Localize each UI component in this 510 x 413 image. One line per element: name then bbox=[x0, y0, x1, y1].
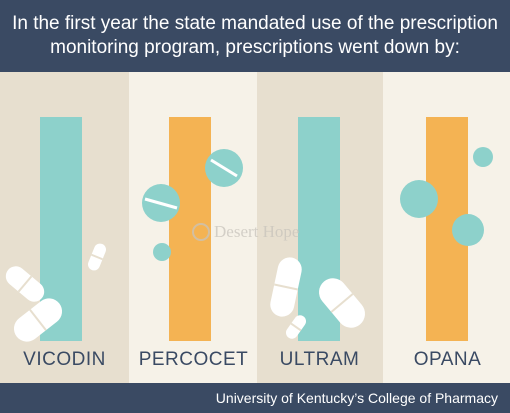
label-percocet: PERCOCET bbox=[138, 349, 249, 370]
chart-title: In the first year the state mandated use… bbox=[0, 0, 510, 72]
pill-capsule-icon bbox=[88, 243, 106, 271]
label-ultram: ULTRAM bbox=[279, 349, 360, 370]
round-tablet-icon bbox=[452, 214, 484, 246]
pill-capsule-icon bbox=[270, 257, 302, 317]
round-tablet-icon bbox=[142, 184, 180, 222]
label-opana: OPANA bbox=[413, 349, 482, 370]
watermark-text: Desert Hope bbox=[214, 222, 300, 241]
desert-hope-logo-icon bbox=[192, 223, 210, 241]
round-tablet-icon bbox=[205, 149, 243, 187]
title-line-2: monitoring program, prescriptions went d… bbox=[50, 37, 460, 58]
pill-capsule-icon bbox=[13, 298, 63, 342]
pill-capsule-icon bbox=[319, 278, 365, 328]
watermark: Desert Hope bbox=[192, 222, 299, 242]
round-tablet-icon bbox=[473, 147, 493, 167]
round-tablet-icon bbox=[153, 243, 171, 261]
pill-capsule-icon bbox=[5, 266, 45, 302]
round-tablet-icon bbox=[400, 180, 438, 218]
source-footer: University of Kentucky’s College of Phar… bbox=[0, 383, 510, 413]
title-line-1: In the first year the state mandated use… bbox=[12, 13, 498, 34]
label-vicodin: VICODIN bbox=[23, 349, 106, 370]
pill-capsule-icon bbox=[285, 315, 307, 339]
source-text: University of Kentucky’s College of Phar… bbox=[215, 390, 498, 406]
